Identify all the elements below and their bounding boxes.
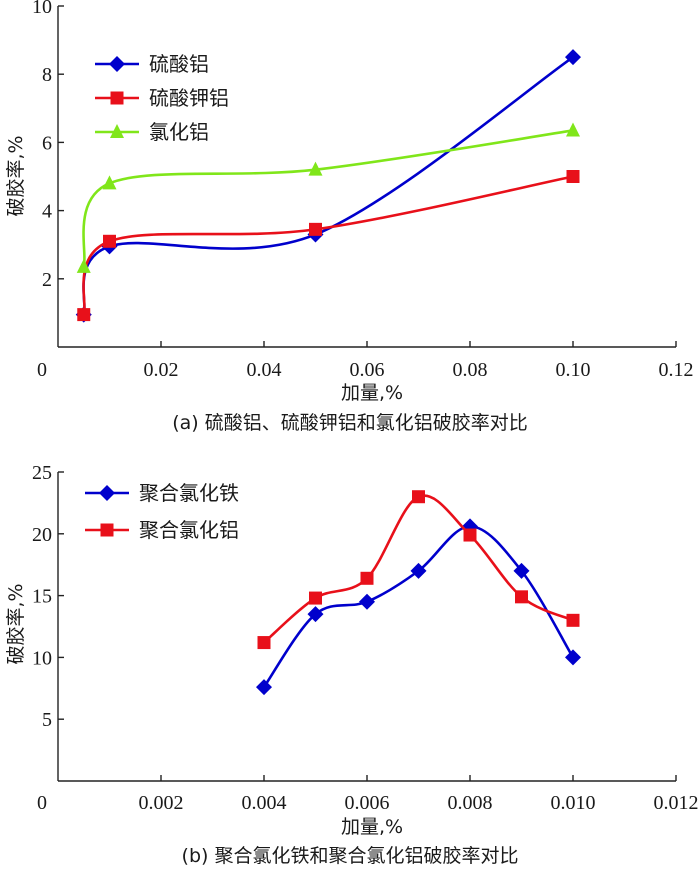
legend-item: 聚合氯化铁 xyxy=(85,481,239,505)
data-point-square xyxy=(360,571,374,585)
data-point-square xyxy=(309,591,322,605)
data-point-square xyxy=(103,234,116,248)
x-tick-label: 0.008 xyxy=(448,792,493,814)
x-tick-label: 0.02 xyxy=(144,359,179,381)
data-point-square xyxy=(463,528,477,542)
y-tick-label: 5 xyxy=(42,709,52,731)
y-axis-title: 破胶率,% xyxy=(5,583,27,664)
x-tick-label: 0.006 xyxy=(345,792,390,814)
x-tick-label: 0.10 xyxy=(556,359,591,381)
y-tick-label: 6 xyxy=(42,132,52,154)
data-point-square xyxy=(257,636,271,650)
legend-label: 聚合氯化铁 xyxy=(139,481,239,505)
data-point-diamond xyxy=(565,649,581,666)
y-tick-label: 2 xyxy=(42,269,52,291)
x-tick-label: 0.010 xyxy=(551,792,596,814)
x-axis-title: 加量,% xyxy=(341,382,403,404)
series-line xyxy=(82,175,574,316)
legend-item: 硫酸钾铝 xyxy=(95,86,229,110)
data-point-square xyxy=(309,222,322,236)
legend-label: 硫酸铝 xyxy=(149,52,209,76)
data-point-triangle xyxy=(76,258,91,273)
series-1 xyxy=(77,170,580,322)
data-point-diamond xyxy=(256,679,272,696)
chart-b: 0 0.002 0.004 0.006 0.008 0.010 0.012 5 10 15 20 25… xyxy=(5,462,699,867)
y-tick-label: 20 xyxy=(32,524,52,546)
legend-square-icon xyxy=(100,523,114,537)
legend-label: 聚合氯化铝 xyxy=(139,518,239,542)
x-tick-label: 0 xyxy=(37,792,47,814)
legend-square-icon xyxy=(110,91,124,105)
chart-caption: (a) 硫酸铝、硫酸钾铝和氯化铝破胶率对比 xyxy=(172,412,528,434)
legend-item: 氯化铝 xyxy=(95,120,209,144)
series-2 xyxy=(76,122,580,273)
y-tick-label: 8 xyxy=(42,64,52,86)
data-point-square xyxy=(77,308,91,322)
data-point-triangle xyxy=(308,161,323,176)
data-point-square xyxy=(515,590,528,604)
data-point-diamond xyxy=(513,562,530,579)
x-tick-label: 0.012 xyxy=(654,792,699,814)
legend-diamond-icon xyxy=(109,56,125,72)
data-point-diamond xyxy=(410,562,427,579)
data-point-triangle xyxy=(102,175,117,190)
series-line xyxy=(262,525,575,688)
data-point-square xyxy=(566,170,580,183)
data-point-square xyxy=(412,490,425,504)
y-tick-label: 15 xyxy=(32,586,52,608)
series-1 xyxy=(257,490,580,650)
legend-label: 硫酸钾铝 xyxy=(149,86,229,110)
series-line xyxy=(82,129,574,268)
chart-a: 0 0.02 0.04 0.06 0.08 0.10 0.12 2 4 6 8 10 加量,% 破胶率,%… xyxy=(5,0,694,434)
legend-triangle-icon xyxy=(110,124,124,138)
y-axis-title: 破胶率,% xyxy=(5,135,27,216)
y-tick-label: 10 xyxy=(32,647,52,669)
x-tick-label: 0 xyxy=(37,359,47,381)
data-point-diamond xyxy=(359,593,375,610)
data-point-square xyxy=(566,613,580,627)
legend-diamond-icon xyxy=(99,485,115,501)
y-tick-label: 25 xyxy=(32,462,52,484)
x-tick-label: 0.08 xyxy=(453,359,488,381)
chart-caption: (b) 聚合氯化铁和聚合氯化铝破胶率对比 xyxy=(182,845,519,867)
series-line xyxy=(82,56,574,316)
y-tick-label: 10 xyxy=(32,0,52,18)
data-point-diamond xyxy=(307,606,324,623)
y-tick-label: 4 xyxy=(42,201,52,223)
x-tick-label: 0.002 xyxy=(139,792,184,814)
legend-label: 氯化铝 xyxy=(149,120,209,144)
legend-item: 硫酸铝 xyxy=(95,52,209,76)
x-tick-label: 0.04 xyxy=(247,359,282,381)
x-axis-title: 加量,% xyxy=(341,816,403,838)
data-point-diamond xyxy=(565,49,581,66)
x-tick-label: 0.06 xyxy=(350,359,385,381)
x-tick-label: 0.12 xyxy=(659,359,694,381)
data-point-triangle xyxy=(566,122,580,137)
legend-item: 聚合氯化铝 xyxy=(85,518,239,542)
x-tick-label: 0.004 xyxy=(242,792,287,814)
